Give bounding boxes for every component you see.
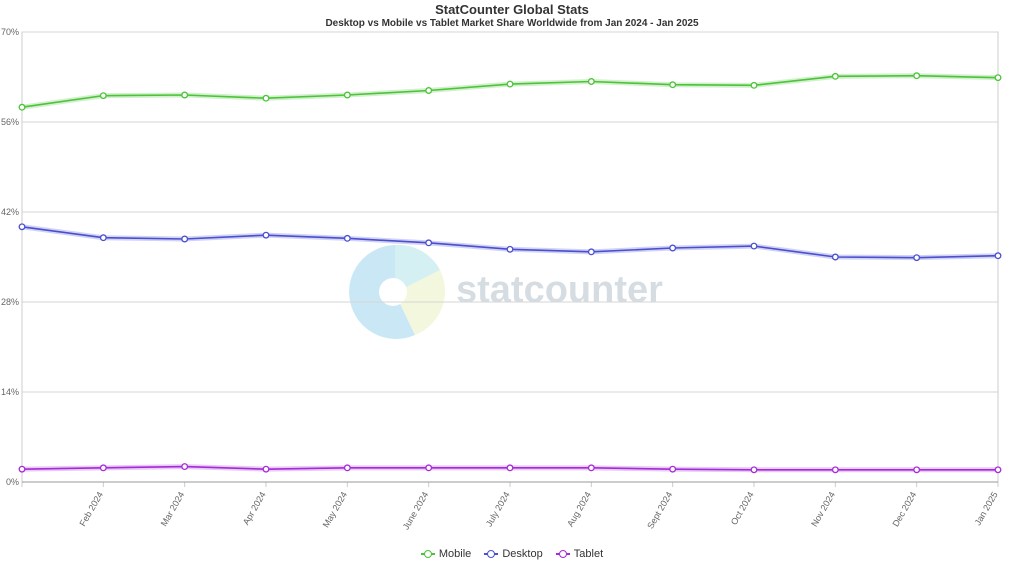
y-tick-label: 14% (1, 387, 19, 397)
data-point-mobile[interactable] (343, 91, 351, 99)
data-point-mobile[interactable] (750, 81, 758, 89)
data-point-mobile[interactable] (831, 72, 839, 80)
data-point-desktop[interactable] (99, 234, 107, 242)
data-point-mobile[interactable] (994, 74, 1002, 82)
legend-item-tablet[interactable]: Tablet (555, 548, 604, 560)
data-point-tablet[interactable] (587, 464, 595, 472)
x-tick-label: Dec 2024 (890, 490, 918, 528)
legend-marker-tablet (555, 550, 570, 558)
data-point-desktop[interactable] (750, 242, 758, 250)
y-tick-label: 70% (1, 27, 19, 37)
legend-item-desktop[interactable]: Desktop (484, 548, 543, 560)
x-tick-label: May 2024 (321, 490, 349, 529)
data-point-desktop[interactable] (831, 253, 839, 261)
legend-label-mobile: Mobile (438, 548, 472, 560)
data-point-mobile[interactable] (425, 87, 433, 94)
data-point-tablet[interactable] (262, 465, 270, 473)
y-tick-label: 56% (1, 117, 19, 127)
x-tick-label: Feb 2024 (77, 490, 105, 528)
chart-title: StatCounter Global Stats (435, 2, 589, 17)
data-point-mobile[interactable] (99, 92, 107, 100)
y-tick-label: 0% (6, 477, 19, 487)
y-tick-label: 42% (1, 207, 19, 217)
watermark-logo-center (379, 278, 407, 306)
chart-legend: Mobile Desktop Tablet (0, 546, 1024, 560)
statcounter-watermark: statcounter (349, 244, 663, 339)
legend-label-desktop: Desktop (502, 548, 543, 560)
watermark-logo-teal-icon (395, 244, 440, 293)
data-point-desktop[interactable] (18, 223, 26, 231)
data-point-mobile[interactable] (181, 91, 189, 99)
x-tick-label: Nov 2024 (809, 490, 837, 528)
x-tick-label: Apr 2024 (241, 490, 268, 527)
data-point-tablet[interactable] (994, 466, 1002, 474)
data-point-desktop[interactable] (506, 245, 514, 253)
x-tick-label: Mar 2024 (159, 490, 187, 528)
data-point-tablet[interactable] (343, 464, 351, 472)
data-point-tablet[interactable] (181, 463, 189, 471)
y-tick-label: 28% (1, 297, 19, 307)
series-glow-desktop (21, 224, 999, 261)
x-tick-label: June 2024 (401, 490, 431, 531)
data-point-tablet[interactable] (669, 465, 677, 473)
data-point-mobile[interactable] (669, 81, 677, 89)
data-point-desktop[interactable] (669, 244, 677, 252)
data-point-mobile[interactable] (506, 80, 514, 88)
data-point-tablet[interactable] (99, 464, 107, 472)
x-tick-label: Sept 2024 (645, 490, 674, 531)
data-point-desktop[interactable] (994, 252, 1002, 260)
data-point-tablet[interactable] (831, 466, 839, 474)
series-glow-mobile (21, 73, 999, 110)
data-point-tablet[interactable] (913, 466, 921, 474)
legend-marker-desktop (484, 550, 499, 558)
chart-subtitle: Desktop vs Mobile vs Tablet Market Share… (325, 18, 699, 29)
data-point-tablet[interactable] (750, 466, 758, 474)
data-point-desktop[interactable] (587, 248, 595, 256)
data-point-tablet[interactable] (425, 464, 433, 472)
data-point-desktop[interactable] (425, 239, 433, 247)
data-point-mobile[interactable] (262, 94, 270, 102)
data-point-mobile[interactable] (913, 72, 921, 80)
data-point-tablet[interactable] (506, 464, 514, 472)
watermark-text: statcounter (456, 269, 663, 311)
data-point-mobile[interactable] (587, 78, 595, 85)
data-point-desktop[interactable] (913, 254, 921, 262)
legend-label-tablet: Tablet (573, 548, 604, 560)
data-point-desktop[interactable] (181, 235, 189, 243)
legend-item-mobile[interactable]: Mobile (420, 548, 472, 560)
series-line-mobile (21, 74, 999, 109)
x-tick-label: Jan 2025 (973, 490, 1000, 527)
data-point-desktop[interactable] (343, 234, 351, 242)
x-tick-label: Oct 2024 (729, 490, 756, 527)
x-tick-label: Aug 2024 (565, 490, 593, 528)
legend-marker-mobile (420, 550, 435, 558)
data-point-mobile[interactable] (18, 103, 26, 111)
x-tick-label: July 2024 (484, 490, 512, 528)
data-point-desktop[interactable] (262, 231, 270, 239)
data-point-tablet[interactable] (18, 465, 26, 473)
series-line-desktop (21, 225, 999, 259)
